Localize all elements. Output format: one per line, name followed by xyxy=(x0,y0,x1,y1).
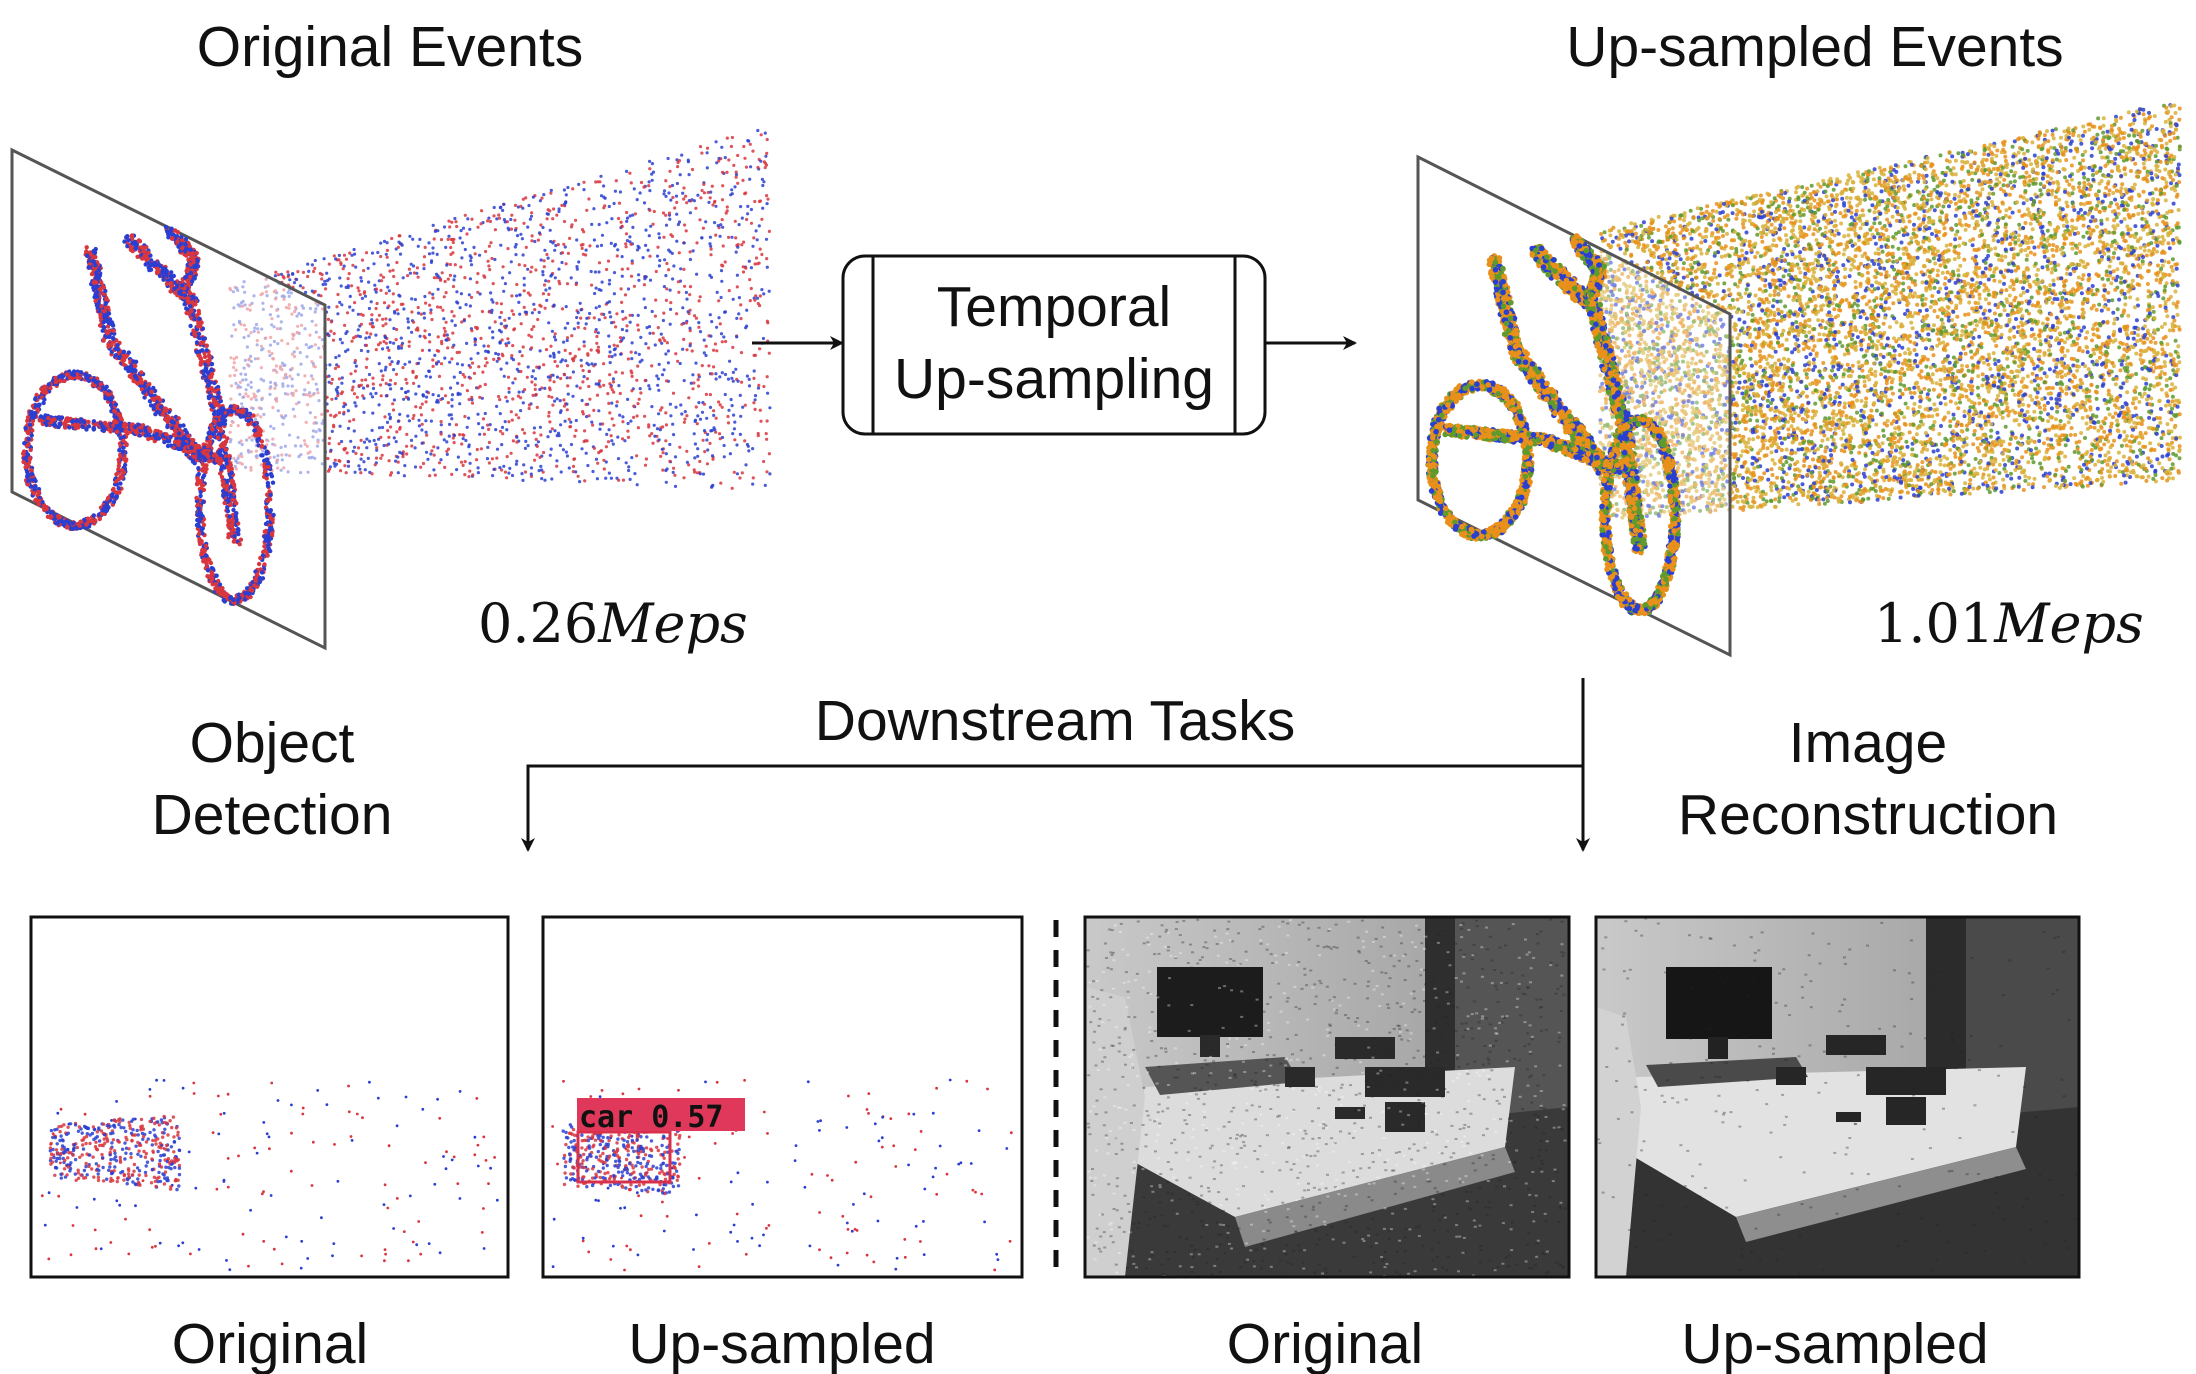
detection-label: car 0.57 xyxy=(579,1100,724,1135)
upsampled-event-volume xyxy=(1416,103,2182,658)
original-rate-label: 0.26Meps xyxy=(478,592,748,655)
upsampled-cyclist-events xyxy=(1425,233,1682,617)
original-rate-unit: Meps xyxy=(597,592,748,655)
downstream-tasks-label: Downstream Tasks xyxy=(815,689,1295,753)
caption-detection-upsampled: Up-sampled xyxy=(628,1312,935,1374)
reconstruction-original-image xyxy=(1085,917,1569,1277)
detection-label-background xyxy=(577,1098,745,1131)
caption-detection-original: Original xyxy=(172,1312,368,1374)
reconstruction-original-artifacts xyxy=(1086,918,1567,1277)
original-rate-value: 0.26 xyxy=(478,592,598,655)
object-detection-line2: Detection xyxy=(152,783,393,847)
upsampled-events-title: Up-sampled Events xyxy=(1566,15,2063,79)
image-reconstruction-line2: Reconstruction xyxy=(1678,783,2058,847)
image-reconstruction-line1: Image xyxy=(1789,711,1947,775)
downstream-arrows xyxy=(521,678,1590,852)
detection-original-panel xyxy=(29,915,510,1279)
original-event-volume xyxy=(10,128,772,651)
upsampled-rate-label: 1.01Meps xyxy=(1874,592,2144,655)
detection-original-events xyxy=(40,1078,499,1272)
caption-reconstruction-original: Original xyxy=(1227,1312,1423,1374)
upsampled-rate-unit: Meps xyxy=(1993,592,2144,655)
original-event-frame xyxy=(10,147,327,651)
upsampled-rate-value: 1.01 xyxy=(1874,592,1994,655)
reconstruction-upsampled-artifacts xyxy=(1596,917,2079,1277)
reconstruction-upsampled-image xyxy=(1596,917,2079,1277)
reconstruction-upsampled-panel xyxy=(1594,915,2081,1279)
process-label-line1: Temporal xyxy=(937,275,1171,339)
car-bounding-box xyxy=(576,1130,672,1184)
original-cyclist-events xyxy=(21,224,276,607)
object-detection-line1: Object xyxy=(190,711,355,775)
temporal-upsampling-block: Temporal Up-sampling xyxy=(841,254,1267,436)
process-label-line2: Up-sampling xyxy=(894,347,1214,411)
caption-reconstruction-upsampled: Up-sampled xyxy=(1681,1312,1988,1374)
detection-upsampled-panel: car 0.57 xyxy=(541,915,1024,1279)
detection-upsampled-events xyxy=(551,1078,1013,1272)
original-events-title: Original Events xyxy=(197,15,584,79)
reconstruction-original-panel xyxy=(1083,915,1571,1279)
